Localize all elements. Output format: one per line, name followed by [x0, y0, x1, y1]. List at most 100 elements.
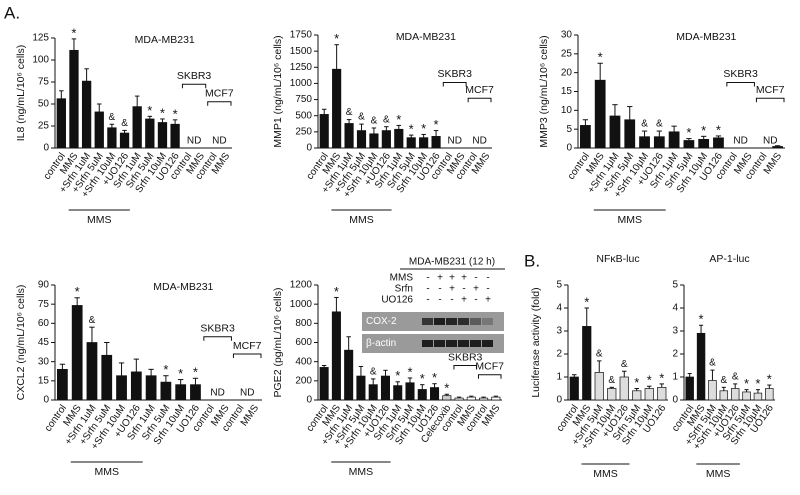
inset-sign: - — [426, 273, 429, 284]
significance-marker: * — [75, 284, 80, 299]
significance-marker: * — [716, 122, 721, 137]
error-bar — [582, 119, 589, 126]
inset-row-label: Srfn — [395, 284, 413, 295]
bar — [657, 387, 667, 401]
bar — [319, 367, 329, 401]
significance-marker: & — [383, 114, 390, 125]
error-bar — [71, 38, 77, 51]
significance-marker: ND — [733, 136, 747, 147]
error-bar — [163, 375, 169, 383]
bar — [145, 375, 157, 401]
error-bar — [609, 386, 614, 389]
significance-marker: * — [659, 370, 664, 385]
significance-marker: ND — [212, 136, 226, 147]
error-bar — [59, 363, 66, 370]
error-bar — [109, 123, 115, 128]
significance-marker: & — [89, 315, 96, 326]
significance-marker: & — [621, 359, 628, 370]
error-bar — [659, 383, 664, 388]
group-label: SKBR3 — [177, 70, 212, 82]
error-bar — [755, 389, 760, 394]
bar — [394, 128, 404, 149]
bar — [719, 390, 729, 401]
blot-band — [446, 318, 457, 325]
blot-band — [446, 340, 457, 347]
bar — [101, 354, 113, 401]
y-tick-label: 30 — [38, 356, 50, 367]
bar — [344, 349, 354, 401]
y-tick-label: 750 — [295, 94, 312, 105]
error-bar — [321, 108, 327, 115]
y-tick-label: 200 — [295, 375, 312, 386]
significance-marker: & — [358, 112, 365, 123]
bar — [170, 123, 180, 149]
bar — [668, 131, 680, 149]
significance-marker: * — [334, 284, 339, 299]
bar — [730, 388, 740, 401]
significance-marker: * — [767, 371, 772, 386]
significance-marker: & — [121, 118, 128, 129]
significance-marker: * — [755, 376, 760, 391]
y-axis-label: MMP1 (ng/mL/10⁶ cells) — [272, 35, 284, 147]
group-label: SKBR3 — [200, 323, 235, 335]
significance-marker: & — [346, 107, 353, 118]
y-tick-label: 1200 — [290, 280, 313, 291]
group-bracket — [726, 81, 755, 87]
bar — [772, 146, 783, 149]
bar — [331, 311, 341, 401]
error-bar — [346, 119, 352, 124]
error-bar — [118, 362, 125, 376]
bar — [57, 368, 68, 401]
significance-marker: * — [421, 121, 426, 136]
error-bar — [634, 388, 639, 391]
error-bar — [687, 373, 692, 377]
inset-row-label: MMS — [390, 273, 414, 284]
inset-sign: + — [461, 273, 467, 284]
y-tick-label: 0 — [566, 143, 572, 154]
error-bar — [84, 68, 89, 82]
error-bar — [481, 396, 486, 399]
chart-title: MDA-MB231 — [135, 34, 195, 46]
bar — [132, 106, 142, 149]
bar — [569, 376, 579, 401]
bar — [466, 396, 476, 401]
bar — [380, 375, 390, 401]
error-bar — [178, 379, 184, 385]
chart-title: MDA-MB231 — [396, 31, 456, 43]
bar — [698, 138, 710, 149]
error-bar — [444, 393, 450, 396]
significance-marker: * — [420, 371, 425, 386]
bar — [431, 136, 441, 149]
inset-sign: + — [485, 295, 491, 306]
bar — [653, 136, 665, 149]
significance-marker: ND — [472, 136, 486, 147]
group-label: SKBR3 — [723, 68, 758, 80]
y-tick-label: 1500 — [290, 46, 313, 57]
significance-marker: & — [732, 372, 739, 383]
y-tick-label: 10 — [561, 105, 573, 116]
group-label: SKBR3 — [448, 351, 483, 363]
y-axis-label: Luciferase activity (fold) — [530, 287, 542, 397]
group-label: SKBR3 — [437, 68, 472, 80]
y-tick-label: 75 — [38, 77, 50, 88]
error-bar — [59, 90, 64, 99]
error-bar — [407, 377, 413, 383]
inset-sign: + — [461, 295, 467, 306]
group-label: MCF7 — [756, 84, 785, 96]
bar — [145, 118, 155, 149]
bar — [639, 136, 650, 149]
y-tick-label: 0 — [43, 395, 49, 406]
significance-marker: * — [409, 122, 414, 137]
bar — [685, 376, 694, 401]
error-bar — [122, 129, 127, 134]
error-bar — [701, 135, 707, 140]
group-bracket — [203, 336, 232, 341]
significance-marker: * — [686, 125, 691, 140]
inset-sign: + — [437, 273, 443, 284]
y-tick-label: 0 — [672, 395, 678, 406]
y-tick-label: 25 — [38, 121, 50, 132]
y-tick-label: 5 — [556, 280, 562, 291]
significance-marker: * — [598, 50, 603, 65]
significance-marker: * — [193, 365, 198, 380]
error-bar — [370, 378, 376, 385]
